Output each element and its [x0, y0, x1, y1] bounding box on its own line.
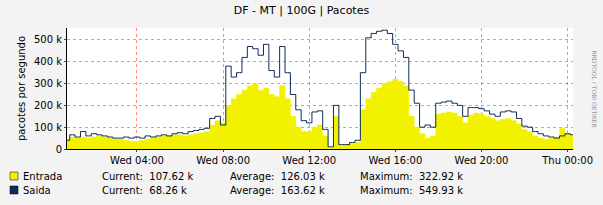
svg-text:Wed 20:00: Wed 20:00	[455, 155, 509, 166]
svg-text:RRDTOOL / TOBI OETIKER: RRDTOOL / TOBI OETIKER	[591, 51, 598, 128]
svg-text:Wed 16:00: Wed 16:00	[368, 155, 422, 166]
svg-text:100 k: 100 k	[34, 122, 62, 133]
svg-text:Current: 68.26 k: Current: 68.26 k	[102, 185, 187, 196]
svg-text:Wed 08:00: Wed 08:00	[196, 155, 250, 166]
svg-text:300 k: 300 k	[34, 78, 62, 89]
svg-text:Saida: Saida	[23, 185, 51, 196]
svg-text:Entrada: Entrada	[23, 171, 62, 182]
svg-text:500 k: 500 k	[34, 34, 62, 45]
svg-text:400 k: 400 k	[34, 56, 62, 67]
svg-text:DF - MT | 100G | Pacotes: DF - MT | 100G | Pacotes	[234, 4, 370, 17]
svg-text:Average: 126.03 k: Average: 126.03 k	[230, 171, 325, 182]
svg-text:Maximum: 549.93 k: Maximum: 549.93 k	[360, 185, 463, 196]
svg-text:pacotes por segundo: pacotes por segundo	[16, 36, 27, 141]
svg-text:Maximum: 322.92 k: Maximum: 322.92 k	[360, 171, 463, 182]
svg-text:Current: 107.62 k: Current: 107.62 k	[102, 171, 193, 182]
svg-text:200 k: 200 k	[34, 100, 62, 111]
svg-text:Wed 12:00: Wed 12:00	[282, 155, 336, 166]
svg-text:Wed 04:00: Wed 04:00	[110, 155, 164, 166]
svg-text:Thu 00:00: Thu 00:00	[541, 155, 593, 166]
svg-text:Average: 163.62 k: Average: 163.62 k	[230, 185, 325, 196]
svg-text:0: 0	[56, 144, 62, 155]
